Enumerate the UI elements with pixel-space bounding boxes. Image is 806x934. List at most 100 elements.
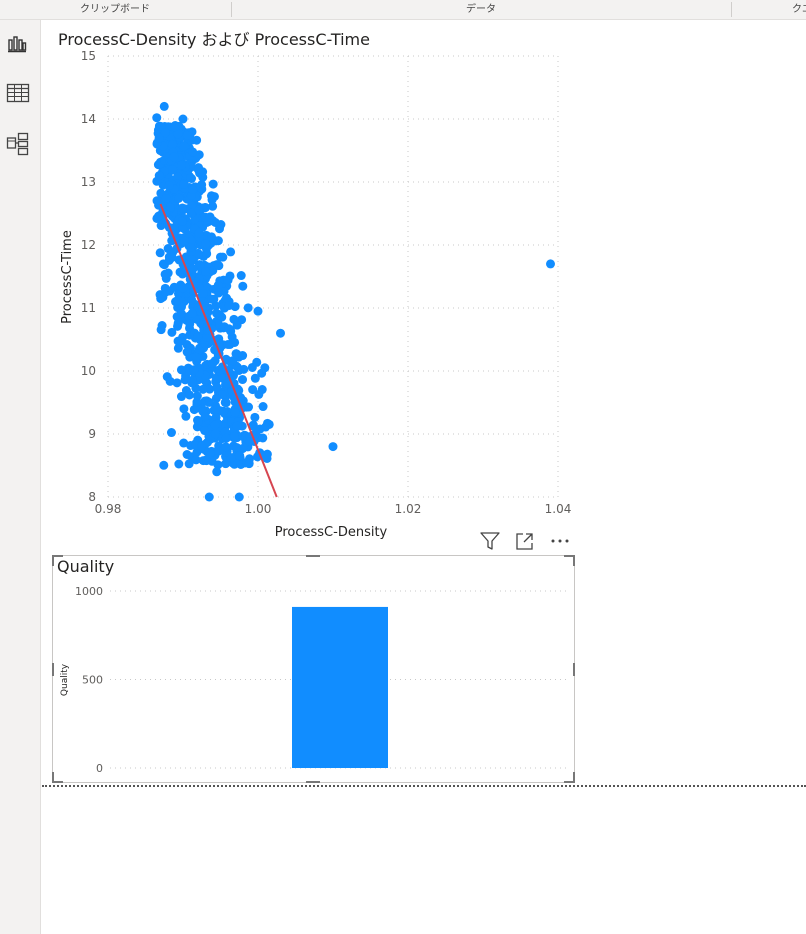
scatter-point	[225, 414, 235, 424]
scatter-point	[257, 385, 267, 395]
scatter-point	[193, 435, 203, 445]
scatter-point	[193, 306, 203, 316]
scatter-point	[214, 446, 224, 456]
scatter-point	[162, 152, 172, 162]
model-view-icon[interactable]	[6, 132, 30, 156]
scatter-point	[197, 291, 207, 301]
scatter-point	[173, 295, 183, 305]
scatter-point	[172, 193, 182, 203]
bar-chart-visual[interactable]	[52, 555, 575, 783]
scatter-point	[221, 433, 231, 443]
scatter-point	[244, 437, 254, 447]
scatter-point	[171, 151, 181, 161]
scatter-point	[171, 297, 181, 307]
scatter-point	[204, 303, 214, 313]
scatter-point	[233, 414, 243, 424]
scatter-point	[194, 205, 204, 215]
scatter-point	[190, 184, 200, 194]
scatter-point	[176, 309, 186, 319]
scatter-point	[192, 192, 202, 202]
ribbon-group-clipboard: クリップボード	[80, 4, 150, 15]
scatter-point	[219, 303, 229, 313]
scatter-point	[176, 124, 186, 134]
scatter-point	[172, 243, 182, 253]
scatter-point	[214, 388, 224, 398]
scatter-point	[181, 192, 191, 202]
scatter-point	[232, 349, 242, 359]
scatter-point	[252, 357, 262, 367]
scatter-point	[203, 262, 213, 272]
scatter-point	[182, 365, 192, 375]
scatter-point	[177, 216, 187, 226]
filter-icon[interactable]	[479, 530, 501, 552]
scatter-point	[184, 261, 194, 271]
scatter-point	[215, 224, 225, 234]
scatter-points	[152, 101, 555, 502]
scatter-point	[200, 376, 210, 386]
scatter-point	[219, 322, 229, 332]
scatter-point-outlier	[328, 442, 338, 452]
scatter-point	[224, 324, 234, 334]
scatter-point	[174, 193, 184, 203]
scatter-point-outlier	[159, 101, 169, 111]
scatter-point	[245, 454, 255, 464]
scatter-point	[222, 446, 232, 456]
scatter-y-tick-label: 9	[88, 427, 96, 441]
scatter-point	[203, 307, 213, 317]
scatter-point	[185, 189, 195, 199]
scatter-point	[176, 280, 186, 290]
scatter-point	[170, 159, 180, 169]
scatter-point	[229, 441, 239, 451]
scatter-point	[180, 268, 190, 278]
scatter-point	[176, 160, 186, 170]
scatter-point	[164, 255, 174, 265]
scatter-point	[165, 130, 175, 140]
scatter-point	[165, 376, 175, 386]
scatter-point	[229, 433, 239, 443]
scatter-point	[235, 413, 245, 423]
scatter-point	[225, 325, 235, 335]
scatter-point	[180, 141, 190, 151]
scatter-point	[214, 422, 224, 432]
scatter-point	[219, 301, 229, 311]
scatter-point	[161, 273, 171, 283]
scatter-point	[217, 312, 227, 322]
scatter-point	[179, 233, 189, 243]
scatter-point	[236, 271, 246, 281]
scatter-point	[208, 427, 218, 437]
scatter-point	[194, 368, 204, 378]
scatter-point	[197, 212, 207, 222]
scatter-point	[207, 456, 217, 466]
scatter-point	[216, 367, 226, 377]
scatter-point	[201, 455, 211, 465]
data-view-icon[interactable]	[6, 81, 30, 105]
scatter-point	[185, 132, 195, 142]
scatter-point	[206, 363, 216, 373]
scatter-point	[183, 363, 193, 373]
scatter-point	[193, 363, 203, 373]
scatter-point	[241, 402, 251, 412]
scatter-point	[163, 244, 173, 254]
scatter-point	[189, 365, 199, 375]
scatter-point	[210, 429, 220, 439]
report-view-icon[interactable]	[6, 32, 30, 56]
scatter-point	[213, 236, 223, 246]
more-options-icon[interactable]	[549, 530, 571, 552]
scatter-point	[190, 215, 200, 225]
scatter-point	[204, 415, 214, 425]
scatter-point	[190, 314, 200, 324]
scatter-point	[179, 404, 189, 414]
focus-mode-icon[interactable]	[514, 530, 536, 552]
scatter-point	[212, 382, 222, 392]
scatter-point	[163, 268, 173, 278]
scatter-point	[193, 350, 203, 360]
scatter-point	[172, 312, 182, 322]
scatter-point	[232, 446, 242, 456]
scatter-point	[192, 422, 202, 432]
scatter-point	[166, 428, 176, 438]
scatter-point	[168, 130, 178, 140]
scatter-point	[165, 204, 175, 214]
scatter-point	[191, 220, 201, 230]
scatter-point	[213, 425, 223, 435]
